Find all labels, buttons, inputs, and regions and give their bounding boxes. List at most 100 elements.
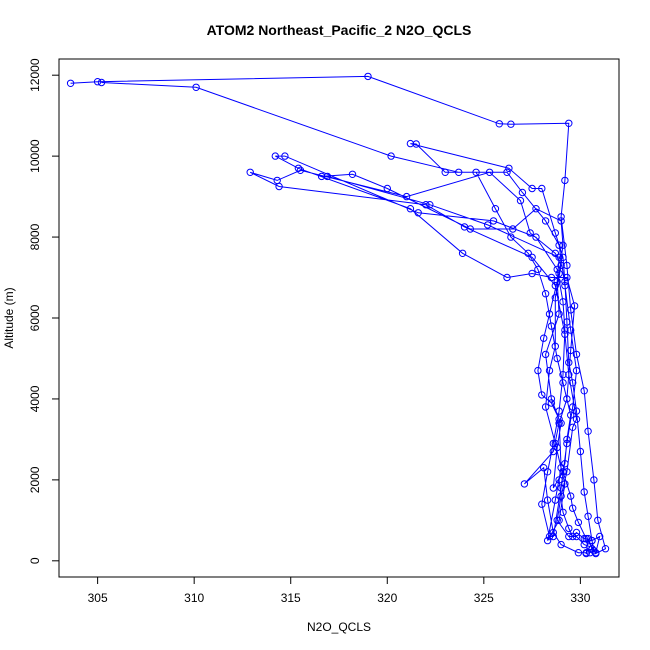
data-point	[572, 350, 581, 359]
data-point	[412, 140, 420, 148]
data-point	[555, 476, 563, 484]
y-tick-label: 0	[28, 557, 42, 564]
data-point	[491, 205, 500, 213]
x-tick-label: 305	[88, 591, 108, 605]
data-point	[426, 201, 434, 209]
data-point	[545, 310, 554, 318]
data-point	[323, 172, 332, 181]
data-point	[555, 419, 563, 427]
data-point	[557, 261, 565, 270]
data-point	[549, 532, 557, 541]
data-point	[551, 342, 559, 350]
data-point	[455, 168, 463, 177]
data-point	[567, 326, 575, 334]
data-point	[458, 249, 467, 258]
data-point	[555, 516, 563, 524]
data-point	[520, 480, 529, 488]
data-point	[507, 120, 515, 128]
data-point	[557, 217, 565, 225]
data-point	[553, 265, 561, 274]
data-point	[97, 78, 106, 87]
data-point	[551, 439, 559, 448]
data-point	[601, 545, 610, 553]
data-point	[590, 476, 598, 484]
chart-title: ATOM2 Northeast_Pacific_2 N2O_QCLS	[207, 22, 472, 38]
data-point	[584, 512, 592, 520]
x-tick-label: 315	[281, 591, 301, 605]
data-point	[559, 508, 567, 516]
data-point	[518, 188, 527, 197]
data-point	[592, 549, 600, 557]
data-point	[414, 209, 422, 217]
data-point	[563, 468, 571, 476]
data-point	[549, 528, 557, 537]
data-point	[540, 464, 548, 472]
data-point	[559, 241, 567, 249]
data-point	[559, 298, 567, 306]
data-point	[559, 468, 567, 476]
data-point	[503, 168, 511, 177]
data-point	[402, 192, 411, 201]
data-point	[296, 166, 305, 175]
data-point	[545, 532, 554, 541]
data-point	[580, 488, 588, 496]
series-line	[70, 75, 607, 555]
data-point	[569, 504, 577, 512]
data-point	[555, 310, 563, 318]
data-point	[561, 330, 569, 338]
data-point	[547, 322, 556, 330]
x-axis: 305 310 315 320 325 330	[88, 577, 591, 605]
data-point	[66, 79, 75, 88]
data-point	[557, 484, 565, 492]
y-axis-label: Altitude (m)	[2, 287, 16, 348]
data-point	[422, 201, 430, 209]
x-tick-label: 330	[570, 591, 590, 605]
data-point	[580, 387, 588, 395]
data-point	[551, 496, 559, 504]
data-point	[570, 302, 579, 310]
data-point	[406, 205, 415, 213]
data-point	[551, 281, 559, 290]
data-point	[576, 447, 585, 456]
data-point	[572, 415, 581, 423]
data-point	[553, 516, 561, 524]
data-point	[484, 221, 492, 229]
data-point	[541, 290, 550, 298]
data-point	[561, 277, 569, 286]
data-point	[543, 496, 552, 504]
data-point	[549, 439, 557, 448]
data-point	[534, 265, 542, 274]
data-point	[495, 120, 503, 128]
data-point	[584, 427, 592, 435]
data-point	[567, 306, 575, 314]
data-point	[528, 253, 536, 261]
data-point	[192, 83, 200, 92]
data-point	[559, 253, 567, 261]
data-point	[553, 277, 561, 286]
data-point	[565, 532, 573, 541]
data-point	[567, 492, 575, 500]
data-point	[541, 350, 550, 359]
data-point	[547, 399, 556, 407]
data-point	[532, 233, 540, 241]
data-point	[555, 253, 563, 261]
data-point	[572, 366, 581, 375]
plot-frame	[58, 58, 620, 578]
data-point	[549, 484, 557, 492]
data-point	[294, 164, 303, 173]
data-point	[547, 273, 556, 282]
data-point	[538, 184, 546, 193]
data-point	[557, 213, 565, 221]
data-point	[569, 423, 577, 431]
data-point	[93, 78, 102, 86]
data-point	[574, 518, 583, 527]
data-point	[565, 524, 573, 533]
data-point	[565, 371, 573, 379]
data-point	[509, 225, 517, 233]
data-point	[441, 168, 449, 177]
y-tick-label: 4000	[28, 385, 42, 412]
data-point	[275, 182, 283, 191]
data-point	[543, 536, 552, 545]
data-point	[503, 273, 511, 282]
data-point	[574, 549, 583, 557]
